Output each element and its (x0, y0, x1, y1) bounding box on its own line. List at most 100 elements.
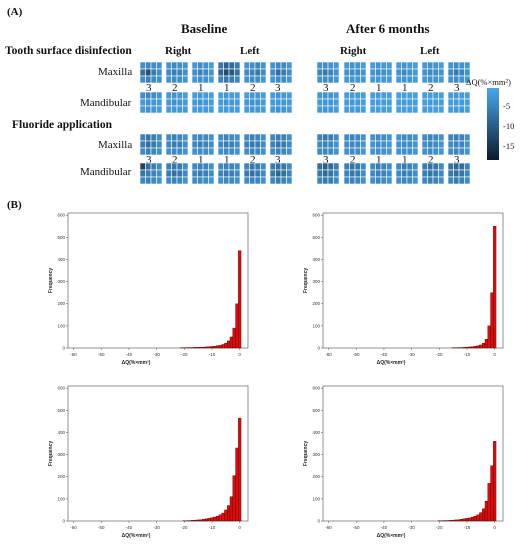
histogram-bar (213, 516, 217, 522)
heatmap-cell (286, 105, 293, 114)
histogram-bar (227, 340, 231, 349)
heatmap-cell (260, 61, 267, 70)
heatmap-cell (202, 140, 209, 149)
after-right-header: Right (340, 45, 367, 57)
y-axis-label: Frequency (303, 441, 309, 467)
heatmap-cell (145, 98, 152, 107)
heatmap-cell (354, 147, 361, 156)
tooth-heatmap (343, 162, 367, 185)
x-tick-label: -50 (353, 352, 360, 357)
heatmap-cell (458, 147, 465, 156)
heatmap-cell (395, 169, 402, 178)
heatmap-cell (427, 169, 434, 178)
heatmap-cell (343, 75, 350, 84)
histogram-bar (490, 292, 494, 349)
heatmap-cell (354, 176, 361, 185)
tooth-number: 1 (402, 82, 408, 94)
heatmap-cell (217, 147, 224, 156)
heatmap-cell (171, 147, 178, 156)
heatmap-cell (243, 169, 250, 178)
x-tick-label: -60 (325, 525, 332, 530)
x-tick-label: -20 (181, 352, 188, 357)
heatmap-cell (375, 68, 382, 77)
heatmap-cell (243, 105, 250, 114)
heatmap-cell (280, 91, 287, 100)
heatmap-cell (286, 169, 293, 178)
histogram-bar (193, 519, 197, 522)
heatmap-cell (395, 75, 402, 84)
heatmap-cell (369, 147, 376, 156)
heatmap-cell (197, 140, 204, 149)
heatmap-cell (202, 169, 209, 178)
heatmap-cell (182, 176, 189, 185)
tooth-heatmap (421, 61, 445, 84)
heatmap-cell (249, 133, 256, 142)
heatmap-cell (182, 169, 189, 178)
heatmap-cell (349, 140, 356, 149)
histogram-bar (459, 519, 464, 522)
heatmap-cell (176, 61, 183, 70)
heatmap-cell (464, 68, 471, 77)
tooth-heatmap (369, 91, 393, 114)
histogram-bar (487, 483, 491, 522)
heatmap-cell (243, 140, 250, 149)
baseline-right-header: Right (165, 45, 192, 57)
heatmap-cell (427, 105, 434, 114)
histogram-bar (462, 347, 466, 349)
heatmap-cell (234, 147, 241, 156)
heatmap-cell (223, 176, 230, 185)
heatmap-cell (316, 105, 323, 114)
histogram-bar (224, 342, 228, 349)
heatmap-cell (322, 105, 329, 114)
heatmap-cell (427, 147, 434, 156)
heatmap-cell (406, 176, 413, 185)
heatmap-cell (354, 68, 361, 77)
heatmap-cell (165, 162, 172, 171)
heatmap-cell (171, 91, 178, 100)
heatmap-cell (286, 75, 293, 84)
heatmap-cell (171, 169, 178, 178)
histogram-bar (451, 519, 455, 522)
heatmap-cell (447, 162, 454, 171)
heatmap-cell (191, 147, 198, 156)
heatmap-cell (150, 140, 157, 149)
heatmap-cell (395, 91, 402, 100)
y-axis-label: Frequency (48, 268, 54, 294)
heatmap-cell (395, 105, 402, 114)
heatmap-cell (369, 91, 376, 100)
heatmap-cell (191, 162, 198, 171)
heatmap-cell (421, 140, 428, 149)
heatmap-cell (464, 61, 471, 70)
heatmap-cell (217, 75, 224, 84)
heatmap-cell (438, 98, 445, 107)
heatmap-cell (322, 147, 329, 156)
heatmap-grids (139, 61, 471, 185)
x-tick-label: -50 (353, 525, 360, 530)
tooth-heatmap (165, 91, 189, 114)
histogram-bar (202, 519, 206, 522)
heatmap-cell (354, 140, 361, 149)
heatmap-cell (453, 61, 460, 70)
heatmap-cell (176, 176, 183, 185)
heatmap-cell (432, 98, 439, 107)
heatmap-cell (249, 105, 256, 114)
heatmap-cell (217, 133, 224, 142)
heatmap-cell (171, 98, 178, 107)
histogram-bar (482, 342, 486, 349)
heatmap-cell (150, 133, 157, 142)
heatmap-cell (165, 133, 172, 142)
heatmap-cell (322, 68, 329, 77)
heatmap-cell (349, 105, 356, 114)
histogram-bar (215, 515, 220, 522)
heatmap-cell (150, 147, 157, 156)
heatmap-cell (275, 176, 282, 185)
histogram-bar (224, 509, 228, 522)
y-tick-label: 400 (312, 430, 320, 435)
heatmap-cell (438, 91, 445, 100)
heatmap-cell (275, 68, 282, 77)
heatmap-cell (316, 98, 323, 107)
heatmap-cell (360, 147, 367, 156)
tooth-heatmap (421, 162, 445, 185)
heatmap-cell (145, 75, 152, 84)
heatmap-cell (269, 147, 276, 156)
